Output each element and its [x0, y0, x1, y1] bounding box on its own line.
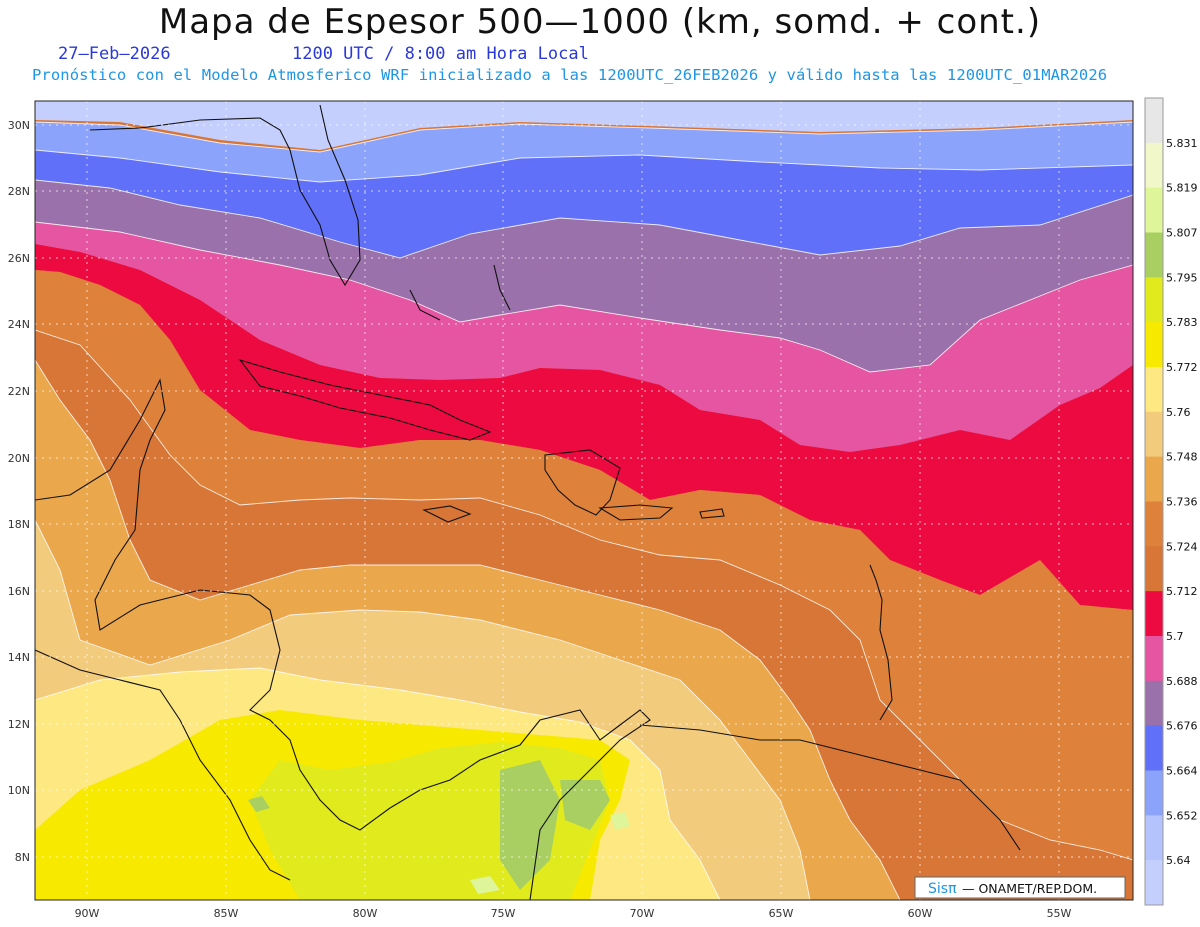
credit-brand: Sisπ [928, 881, 957, 897]
legend-swatch [1145, 411, 1163, 458]
legend-label: 5.772 [1166, 361, 1198, 374]
legend-label: 5.795 [1166, 271, 1198, 284]
legend-label: 5.831 [1166, 137, 1198, 150]
lat-tick: 22N [8, 385, 30, 398]
legend-swatch [1145, 98, 1163, 144]
lat-axis: 30N 28N 26N 24N 22N 20N 18N 16N 14N 12N … [8, 119, 30, 864]
lon-tick: 55W [1047, 907, 1072, 920]
legend-swatch [1145, 187, 1163, 233]
lon-tick: 80W [353, 907, 378, 920]
valid-date: 27—Feb—2026 [58, 44, 171, 64]
color-legend: 5.831 5.819 5.807 5.795 5.783 5.772 5.76 5.748 5… [1144, 97, 1198, 906]
legend-swatch [1145, 680, 1163, 727]
legend-swatch [1145, 456, 1163, 502]
legend-swatch [1145, 546, 1163, 592]
legend-swatch [1145, 501, 1163, 547]
coastlines [35, 104, 1021, 900]
legend-swatch [1145, 725, 1163, 771]
lon-tick: 90W [75, 907, 100, 920]
lat-tick: 24N [8, 318, 30, 331]
lat-tick: 12N [8, 718, 30, 731]
map-grid [35, 101, 1133, 900]
lat-tick: 18N [8, 518, 30, 531]
lat-tick: 20N [8, 452, 30, 465]
legend-swatch [1145, 277, 1163, 323]
legend-swatch [1145, 815, 1163, 861]
lat-tick: 26N [8, 252, 30, 265]
lat-tick: 30N [8, 119, 30, 132]
legend-swatch [1145, 591, 1163, 637]
legend-swatch [1145, 232, 1163, 278]
lat-tick: 16N [8, 585, 30, 598]
legend-label: 5.712 [1166, 585, 1198, 598]
forecast-info: Pronóstico con el Modelo Atmosferico WRF… [32, 66, 1108, 84]
legend-label: 5.664 [1166, 765, 1198, 778]
legend-label: 5.76 [1166, 406, 1191, 419]
legend-label: 5.676 [1166, 720, 1198, 733]
legend-label: 5.783 [1166, 316, 1198, 329]
legend-swatch [1145, 142, 1163, 189]
lon-axis: 90W 85W 80W 75W 70W 65W 60W 55W [75, 907, 1072, 920]
legend-label: 5.688 [1166, 675, 1198, 688]
lon-tick: 65W [769, 907, 794, 920]
legend-label: 5.748 [1166, 451, 1198, 464]
credit-text: — ONAMET/REP.DOM. [962, 881, 1097, 896]
lon-tick: 85W [214, 907, 239, 920]
thickness-field [35, 101, 1133, 900]
valid-time: 1200 UTC / 8:00 am Hora Local [292, 44, 589, 64]
legend-swatch [1145, 322, 1163, 368]
legend-swatch [1145, 770, 1163, 816]
legend-swatch [1145, 860, 1163, 906]
legend-label: 5.64 [1166, 854, 1191, 867]
map-frame [34, 100, 1134, 901]
legend-label: 5.819 [1166, 182, 1198, 195]
lat-tick: 10N [8, 784, 30, 797]
lon-tick: 60W [908, 907, 933, 920]
lat-tick: 14N [8, 651, 30, 664]
legend-swatch [1145, 367, 1163, 413]
lat-tick: 8N [15, 851, 30, 864]
legend-label: 5.736 [1166, 496, 1198, 509]
legend-label: 5.652 [1166, 809, 1198, 822]
lon-tick: 75W [491, 907, 516, 920]
legend-swatch [1145, 636, 1163, 682]
legend-label: 5.724 [1166, 540, 1198, 553]
legend-label: 5.7 [1166, 630, 1184, 643]
legend-label: 5.807 [1166, 227, 1198, 240]
lon-tick: 70W [630, 907, 655, 920]
contour-lines [35, 121, 1133, 900]
map-title: Mapa de Espesor 500—1000 (km, somd. + co… [158, 2, 1042, 42]
legend-frame [1144, 97, 1164, 906]
credit-box: Sisπ — ONAMET/REP.DOM. [914, 876, 1126, 899]
lat-tick: 28N [8, 185, 30, 198]
